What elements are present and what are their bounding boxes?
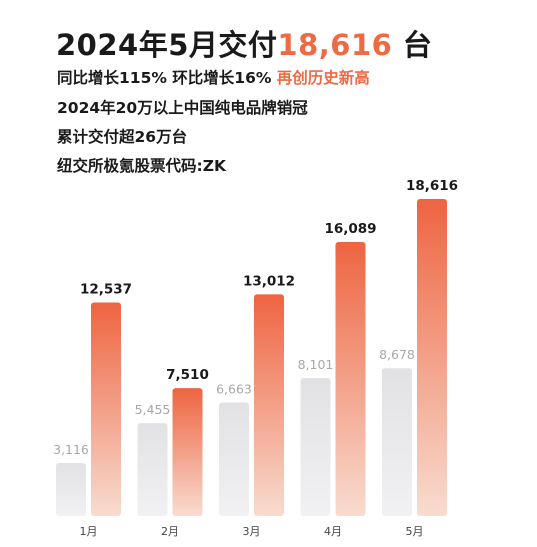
data-label-grey-5: 8,678 xyxy=(379,347,415,362)
x-tick-label-5: 5月 xyxy=(406,525,424,538)
bar-orange-1 xyxy=(91,302,121,516)
sales-champion-line: 2024年20万以上中国纯电品牌销冠 xyxy=(57,99,308,117)
data-label-grey-1: 3,116 xyxy=(53,442,89,457)
growth-text: 同比增长115% 环比增长16% xyxy=(57,69,277,87)
headline-suffix: 台 xyxy=(392,28,433,62)
record-highlight: 再创历史新高 xyxy=(276,69,370,87)
data-label-orange-4: 16,089 xyxy=(324,221,376,237)
data-label-grey-2: 5,455 xyxy=(135,402,171,417)
headline-highlight: 18,616 xyxy=(277,28,393,62)
growth-line: 同比增长115% 环比增长16% 再创历史新高 xyxy=(57,66,370,88)
stock-ticker-line: 纽交所极氪股票代码:ZK xyxy=(57,157,226,175)
cumulative-delivery-line: 累计交付超26万台 xyxy=(57,128,188,146)
bar-grey-4 xyxy=(300,378,331,516)
bar-grey-5 xyxy=(382,368,412,516)
headline: 2024年5月交付18,616 台 xyxy=(56,22,432,64)
data-label-orange-1: 12,537 xyxy=(80,282,132,298)
bar-orange-3 xyxy=(254,294,284,516)
x-tick-label-3: 3月 xyxy=(243,525,261,538)
bar-orange-5 xyxy=(417,199,447,516)
data-label-orange-5: 18,616 xyxy=(406,178,458,194)
x-tick-label-2: 2月 xyxy=(161,525,179,538)
data-label-orange-2: 7,510 xyxy=(166,367,209,383)
bar-grey-2 xyxy=(137,423,168,516)
data-label-orange-3: 13,012 xyxy=(243,273,295,289)
bar-grey-3 xyxy=(219,402,249,516)
bar-orange-2 xyxy=(172,388,203,516)
headline-prefix: 2024年5月交付 xyxy=(56,28,278,62)
x-tick-label-4: 4月 xyxy=(324,525,342,538)
x-tick-label-1: 1月 xyxy=(80,525,98,538)
data-label-grey-3: 6,663 xyxy=(216,382,252,397)
data-label-grey-4: 8,101 xyxy=(298,357,334,372)
bar-orange-4 xyxy=(335,242,366,516)
bar-grey-1 xyxy=(56,462,86,516)
